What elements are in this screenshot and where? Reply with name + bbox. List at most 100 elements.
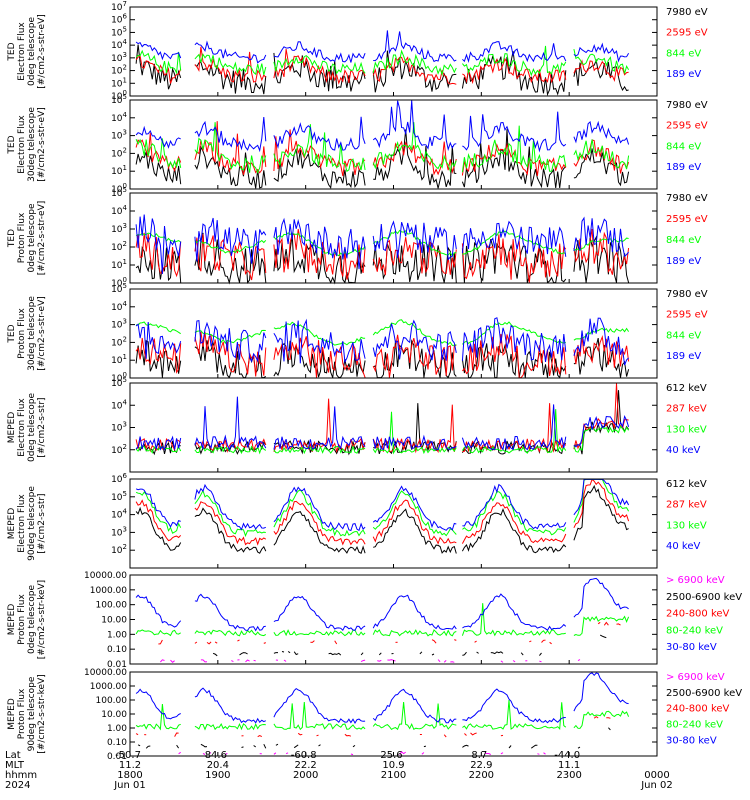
y-axis-label: Proton Flux — [17, 308, 27, 359]
series-line-8-2 — [138, 728, 628, 749]
y-tick-label: 102 — [111, 443, 127, 456]
y-tick-label: 100.00 — [96, 696, 128, 706]
y-tick-label: 103 — [111, 51, 127, 64]
legend-entry: 2500-6900 keV — [666, 688, 742, 699]
hhmm-value: 2200 — [469, 770, 494, 781]
y-tick-label: 104 — [111, 111, 127, 124]
series-line-6-4 — [135, 478, 630, 532]
legend-entry: 40 keV — [666, 445, 700, 456]
legend-entry: 2500-6900 keV — [666, 592, 742, 603]
y-axis-label: [#/cm2-s-str-eV] — [37, 14, 47, 89]
x-row-label: 2024 — [5, 780, 30, 791]
series-line-1-4 — [135, 30, 630, 64]
series-line-4-1 — [135, 337, 630, 379]
y-axis-label: MEPED — [7, 604, 17, 636]
legend-entry: > 6900 keV — [666, 672, 725, 683]
y-tick-label: 106 — [111, 472, 127, 485]
legend-entry: 2595 eV — [666, 310, 708, 321]
y-tick-label: 102 — [111, 240, 127, 253]
mlt-value: 22.9 — [470, 760, 492, 771]
y-axis-label: [#/cm2-s-str-eV] — [37, 201, 47, 276]
legend-entry: 844 eV — [666, 141, 701, 152]
panel-6: 102 103 104 105 106 MEPED Electron Flux 90deg t… — [7, 472, 707, 569]
date-label: Jun 01 — [113, 780, 146, 791]
legend-entry: 80-240 keV — [666, 625, 723, 636]
y-axis-label: [#/cm2-s-str-keV] — [37, 580, 47, 659]
series-line-5-3 — [135, 409, 630, 455]
legend-entry: 7980 eV — [666, 100, 708, 111]
panel-frame — [129, 478, 658, 569]
y-tick-label: 0.01 — [107, 752, 127, 762]
series-line-4-2 — [135, 331, 630, 379]
y-tick-label: 103 — [111, 318, 127, 331]
series-line-7-4 — [135, 603, 630, 637]
series-line-4-4 — [135, 317, 629, 366]
legend-entry: 2595 eV — [666, 121, 708, 132]
legend-entry: 189 eV — [666, 69, 701, 80]
legend-entry: 189 eV — [666, 351, 701, 362]
y-tick-label: 102 — [111, 64, 127, 77]
y-tick-label: 101 — [111, 164, 127, 177]
series-line-2-1 — [135, 129, 630, 190]
y-tick-label: 104 — [111, 38, 127, 51]
hhmm-value: 2000 — [293, 770, 318, 781]
series-line-2-4 — [135, 100, 630, 153]
y-tick-label: 104 — [111, 398, 127, 411]
y-tick-label: 106 — [111, 13, 127, 26]
y-axis-label: [#/cm2-s-str-eV] — [37, 107, 47, 182]
y-tick-label: 101 — [111, 258, 127, 271]
legend-entry: 287 keV — [666, 500, 707, 511]
mlt-value: 11.2 — [119, 760, 141, 771]
y-tick-label: 10000.00 — [84, 571, 127, 581]
y-axis-label: 0deg telescope — [27, 203, 37, 273]
series-line-6-1 — [135, 484, 629, 555]
y-tick-label: 10000.00 — [84, 668, 127, 678]
y-tick-label: 1.00 — [107, 724, 127, 734]
y-tick-label: 104 — [111, 204, 127, 217]
mlt-value: 10.9 — [382, 760, 404, 771]
y-tick-label: 103 — [111, 525, 127, 538]
lat-value: 25.6 — [380, 750, 402, 761]
y-axis-label: 0deg telescope — [27, 393, 37, 463]
y-axis-label: [#/cm2-s-str-keV] — [37, 674, 47, 753]
legend-entry: 612 keV — [666, 479, 707, 490]
series-line-2-2 — [135, 121, 630, 177]
legend-entry: > 6900 keV — [666, 575, 725, 586]
y-axis-label: MEPED — [7, 698, 17, 730]
y-tick-label: 1000.00 — [90, 586, 127, 596]
y-axis-label: 90deg telescope — [27, 486, 37, 561]
y-tick-label: 10.00 — [101, 710, 127, 720]
series-line-6-3 — [135, 478, 630, 538]
y-axis-label: Electron Flux — [17, 494, 27, 553]
y-tick-label: 0.01 — [107, 660, 127, 670]
lat-value: 8.7 — [471, 750, 487, 761]
y-axis-label: 30deg telescope — [27, 107, 37, 182]
y-axis-label: Electron Flux — [17, 22, 27, 81]
y-axis-label: TED — [7, 324, 17, 343]
mlt-value: 22.2 — [295, 760, 317, 771]
legend-entry: 7980 eV — [666, 7, 708, 18]
lat-value: -50.7 — [115, 750, 141, 761]
hhmm-value: 1800 — [117, 770, 142, 781]
legend-entry: 189 eV — [666, 162, 701, 173]
x-row-label: hhmm — [5, 770, 37, 781]
y-tick-label: 102 — [111, 146, 127, 159]
legend-entry: 40 keV — [666, 541, 700, 552]
legend-entry: 2595 eV — [666, 28, 708, 39]
x-row-label: MLT — [5, 760, 25, 771]
y-axis-label: [#/cm2-s-str-eV] — [37, 296, 47, 371]
y-axis-label: 0deg telescope — [27, 17, 37, 87]
y-axis-label: MEPED — [7, 508, 17, 540]
hhmm-value: 2300 — [556, 770, 581, 781]
series-line-7-2 — [213, 634, 618, 656]
series-line-3-2 — [135, 228, 630, 283]
y-tick-label: 102 — [111, 543, 127, 556]
y-tick-label: 107 — [111, 0, 127, 13]
hhmm-value: 0000 — [644, 770, 669, 781]
series-line-8-5 — [135, 672, 629, 725]
